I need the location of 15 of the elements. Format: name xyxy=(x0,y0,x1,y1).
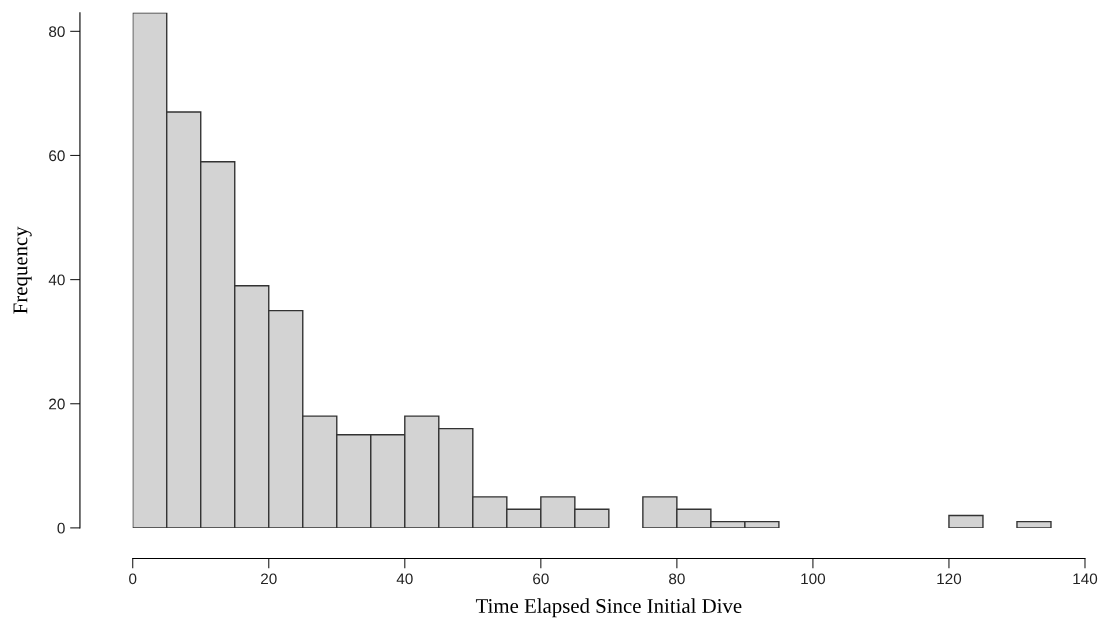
y-axis-title: Frequency xyxy=(13,226,32,314)
x-tick-label: 60 xyxy=(533,573,549,585)
x-tick-label: 0 xyxy=(129,573,137,585)
y-tick-label: 40 xyxy=(48,274,65,286)
x-tick-label: 20 xyxy=(261,573,277,585)
x-tick-label: 80 xyxy=(669,573,685,585)
y-tick-label: 0 xyxy=(57,522,65,534)
x-axis-title: Time Elapsed Since Initial Dive xyxy=(475,598,742,618)
y-tick-label: 60 xyxy=(49,150,65,162)
x-tick-label: 100 xyxy=(801,573,826,585)
y-tick-label: 80 xyxy=(49,26,65,38)
x-tick-label: 40 xyxy=(396,573,413,585)
y-tick-label: 20 xyxy=(49,398,65,410)
x-tick-label: 120 xyxy=(937,573,962,585)
x-tick-label: 140 xyxy=(1073,573,1098,585)
